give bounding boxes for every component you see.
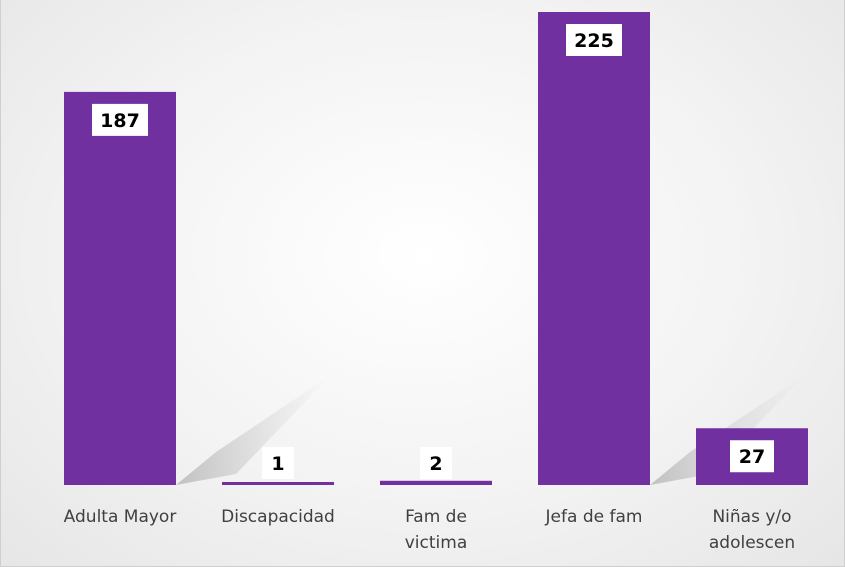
bar bbox=[64, 91, 176, 485]
data-label-box bbox=[566, 24, 622, 56]
data-label-text: 27 bbox=[739, 446, 765, 468]
data-label-box bbox=[92, 103, 148, 136]
data-label-box bbox=[730, 440, 774, 473]
bar bbox=[538, 12, 650, 485]
data-label: 1 bbox=[262, 447, 294, 479]
data-label: 187 bbox=[92, 103, 148, 136]
bars bbox=[64, 12, 808, 485]
category-label: victima bbox=[405, 533, 468, 553]
data-label-text: 2 bbox=[429, 453, 442, 475]
category-label: Discapacidad bbox=[221, 507, 335, 527]
category-label: adolescen bbox=[709, 533, 795, 553]
category-label: Adulta Mayor bbox=[64, 507, 177, 527]
data-label: 2 bbox=[420, 447, 452, 479]
category-label: Niñas y/o bbox=[712, 507, 791, 527]
data-labels: 187 1 2 225 27 bbox=[92, 24, 774, 479]
data-label-text: 187 bbox=[100, 110, 140, 132]
data-label: 225 bbox=[566, 24, 622, 56]
category-label: Jefa de fam bbox=[545, 507, 643, 527]
bar bbox=[380, 480, 492, 485]
data-label-text: 1 bbox=[271, 453, 284, 475]
data-label: 27 bbox=[730, 440, 774, 473]
data-label-text: 225 bbox=[574, 30, 614, 52]
bar-shadow bbox=[176, 375, 331, 485]
category-axis: Adulta Mayor Discapacidad Fam de victima Jef… bbox=[64, 507, 795, 553]
data-label-box bbox=[420, 447, 452, 479]
data-label-box bbox=[262, 447, 294, 479]
category-label: Fam de bbox=[405, 507, 467, 527]
bar bbox=[222, 482, 334, 485]
